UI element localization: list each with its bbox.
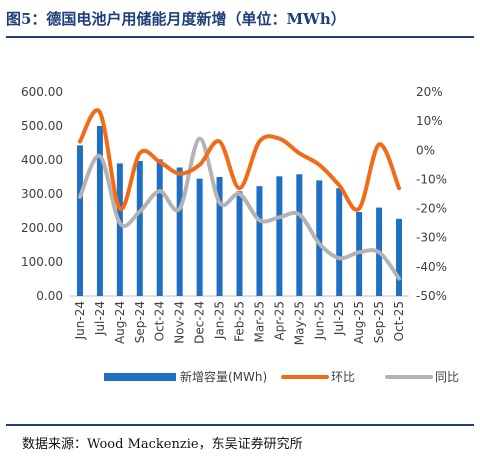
y-left-tick-label: 0.00 — [36, 289, 63, 303]
x-tick-label: Jan-25 — [213, 301, 227, 340]
y-right-tick-label: 0% — [416, 143, 435, 157]
bar — [336, 188, 343, 296]
x-tick-label: May-25 — [292, 301, 306, 345]
y-left-tick-label: 500.00 — [21, 119, 63, 133]
y-left-tick-label: 400.00 — [21, 153, 63, 167]
x-tick-label: Oct-25 — [392, 301, 406, 341]
x-tick-label: Jun-24 — [73, 301, 87, 340]
x-tick-label: Aug-24 — [113, 301, 127, 344]
y-left-tick-label: 600.00 — [21, 85, 63, 99]
x-tick-label: Aug-25 — [352, 301, 366, 344]
bar — [316, 180, 323, 296]
title-rule — [6, 36, 474, 38]
bar — [76, 145, 83, 296]
bar — [196, 178, 203, 296]
bar — [136, 161, 143, 296]
bar — [276, 176, 283, 296]
x-tick-label: Sep-24 — [133, 301, 147, 343]
bar — [216, 177, 223, 296]
y-left-tick-label: 300.00 — [21, 187, 63, 201]
x-tick-label: Oct-24 — [153, 301, 167, 341]
y-right-tick-label: 10% — [416, 114, 443, 128]
x-tick-label: Jul-24 — [93, 301, 107, 336]
bar — [236, 191, 243, 296]
bar — [296, 174, 303, 296]
figure-title: 图5：德国电池户用储能月度新增（单位：MWh） — [6, 10, 346, 28]
legend: 新增容量(MWh) 环比 同比 — [104, 369, 459, 384]
x-tick-label: Mar-25 — [252, 301, 266, 342]
x-tick-label: Sep-25 — [372, 301, 386, 343]
legend-label-bar: 新增容量(MWh) — [180, 369, 267, 384]
x-tick-label: Jun-25 — [312, 301, 326, 340]
y-left-tick-label: 100.00 — [21, 255, 63, 269]
y-right-tick-label: -50% — [416, 289, 447, 303]
legend-label-yoy: 同比 — [435, 370, 459, 384]
bar — [256, 186, 263, 296]
x-tick-label: Feb-25 — [233, 301, 247, 342]
bottom-rule — [6, 424, 474, 426]
y-right-tick-label: -10% — [416, 172, 447, 186]
y-right-tick-label: 20% — [416, 85, 443, 99]
y-right-tick-label: -30% — [416, 231, 447, 245]
bar — [116, 163, 123, 296]
lines — [77, 108, 402, 281]
y-right-tick-label: -20% — [416, 202, 447, 216]
bars — [76, 126, 403, 296]
series-line-mom — [77, 108, 402, 212]
bar — [156, 159, 163, 296]
y-right-tick-label: -40% — [416, 260, 447, 274]
x-tick-label: Dec-24 — [193, 301, 207, 344]
bar — [96, 126, 103, 296]
bar — [176, 167, 183, 296]
legend-swatch-bar — [104, 373, 176, 381]
source-note: 数据来源：Wood Mackenzie，东吴证券研究所 — [22, 437, 303, 452]
tick-labels: 0.00 100.00 200.00 300.00 400.00 500.00 600.00… — [21, 85, 447, 345]
legend-label-mom: 环比 — [331, 370, 355, 384]
chart: 0.00 100.00 200.00 300.00 400.00 500.00 600.00… — [21, 85, 459, 384]
x-tick-label: Apr-25 — [272, 301, 286, 341]
series-line-yoy — [77, 136, 402, 281]
y-left-tick-label: 200.00 — [21, 221, 63, 235]
x-tick-label: Jul-25 — [332, 301, 346, 336]
bar — [396, 218, 403, 296]
x-tick-label: Nov-24 — [173, 301, 187, 344]
